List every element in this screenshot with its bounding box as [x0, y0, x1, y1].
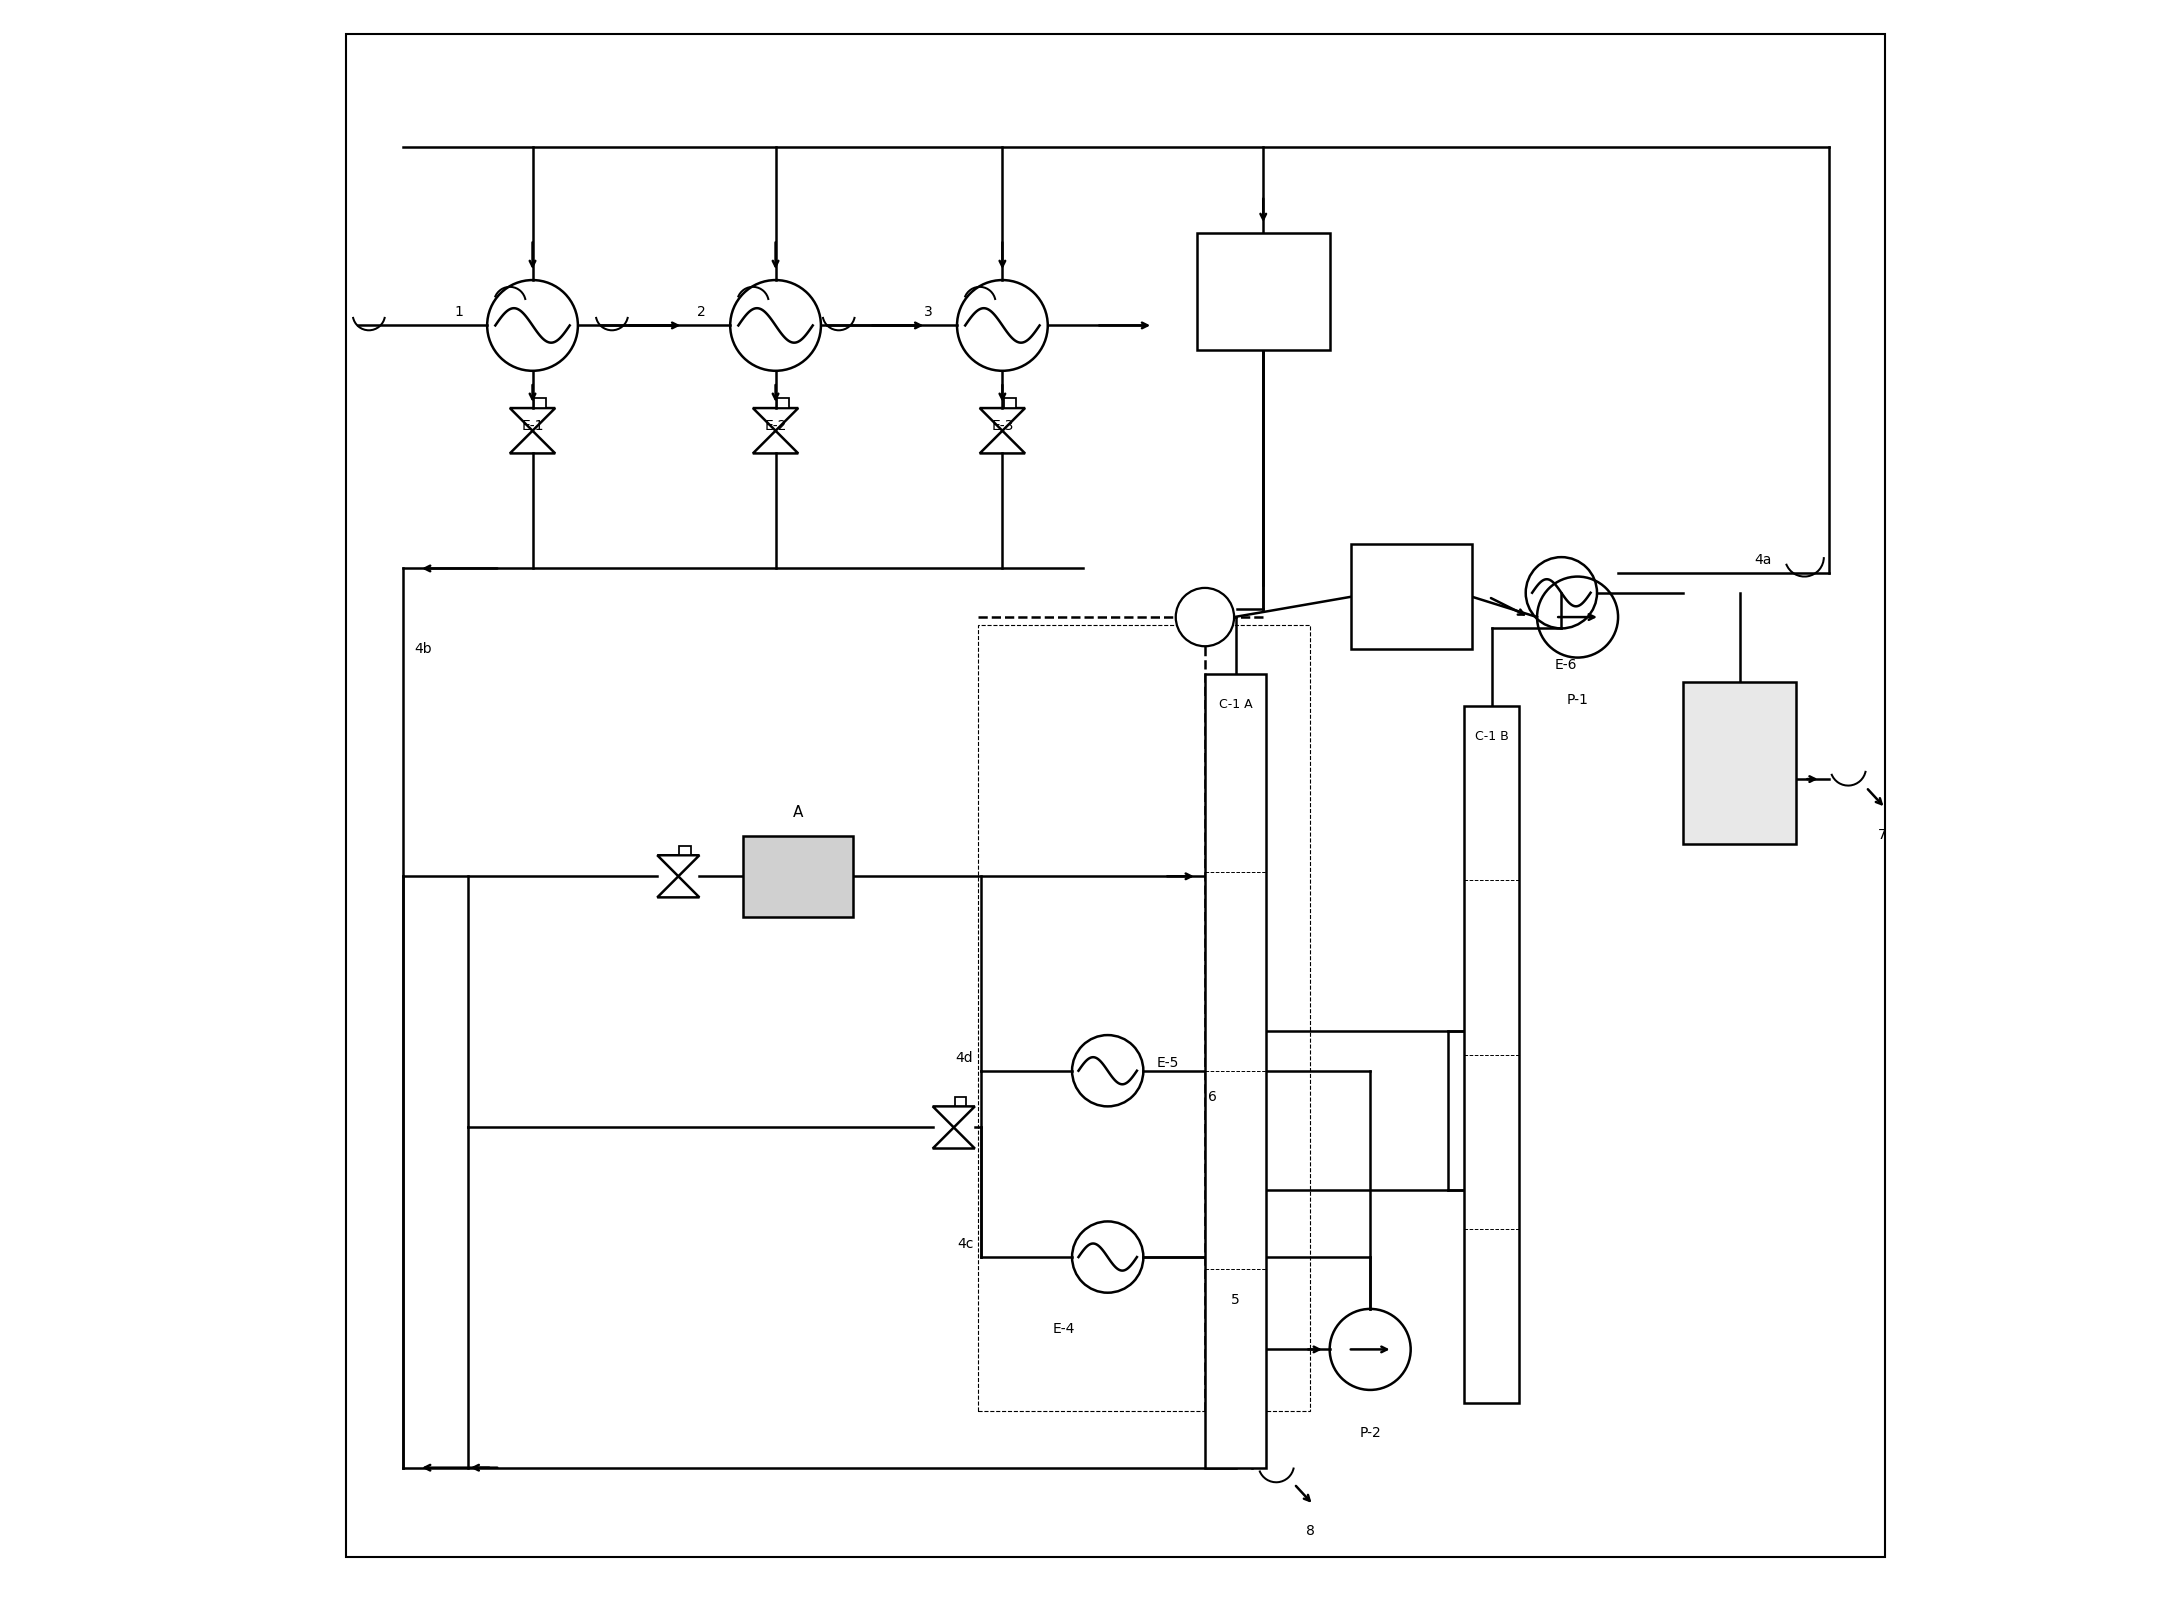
Text: E-2: E-2	[764, 419, 786, 433]
Bar	[1351, 544, 1471, 649]
Text: 6: 6	[1207, 1091, 1218, 1104]
Bar	[533, 398, 546, 407]
Text: P-1: P-1	[1567, 693, 1589, 708]
Bar	[1465, 706, 1519, 1402]
Text: 8: 8	[1305, 1524, 1314, 1539]
Text: A: A	[792, 805, 803, 820]
Text: 4a: 4a	[1755, 553, 1773, 568]
Text: 4c: 4c	[956, 1237, 974, 1251]
Text: 4b: 4b	[415, 643, 432, 656]
Text: 1: 1	[454, 305, 463, 318]
Text: E-5: E-5	[1157, 1055, 1179, 1070]
Text: E-4: E-4	[1052, 1321, 1076, 1336]
Bar	[679, 846, 692, 855]
Bar	[777, 398, 790, 407]
Text: 3: 3	[923, 305, 932, 318]
Circle shape	[1177, 588, 1233, 646]
Text: C-1 B: C-1 B	[1476, 730, 1508, 743]
Text: C-1 A: C-1 A	[1218, 698, 1253, 711]
Text: B: B	[1733, 753, 1746, 773]
Text: 2: 2	[696, 305, 705, 318]
Bar	[978, 625, 1310, 1410]
Text: E-6: E-6	[1554, 657, 1578, 672]
Text: 7: 7	[1877, 828, 1886, 842]
Bar	[954, 1097, 967, 1107]
Bar	[742, 836, 854, 917]
Text: 5: 5	[1231, 1292, 1240, 1307]
Bar	[1196, 234, 1329, 349]
Bar	[1683, 682, 1797, 844]
Text: P-2: P-2	[1360, 1425, 1382, 1440]
Text: E-1: E-1	[522, 419, 544, 433]
Text: F: F	[1257, 282, 1268, 300]
Bar	[1205, 674, 1266, 1467]
Text: TC: TC	[1198, 612, 1212, 622]
Text: ∞: ∞	[790, 867, 806, 885]
Text: S: S	[1406, 588, 1417, 607]
Text: E-3: E-3	[991, 419, 1013, 433]
Bar	[1004, 398, 1015, 407]
Text: 4d: 4d	[956, 1050, 974, 1065]
